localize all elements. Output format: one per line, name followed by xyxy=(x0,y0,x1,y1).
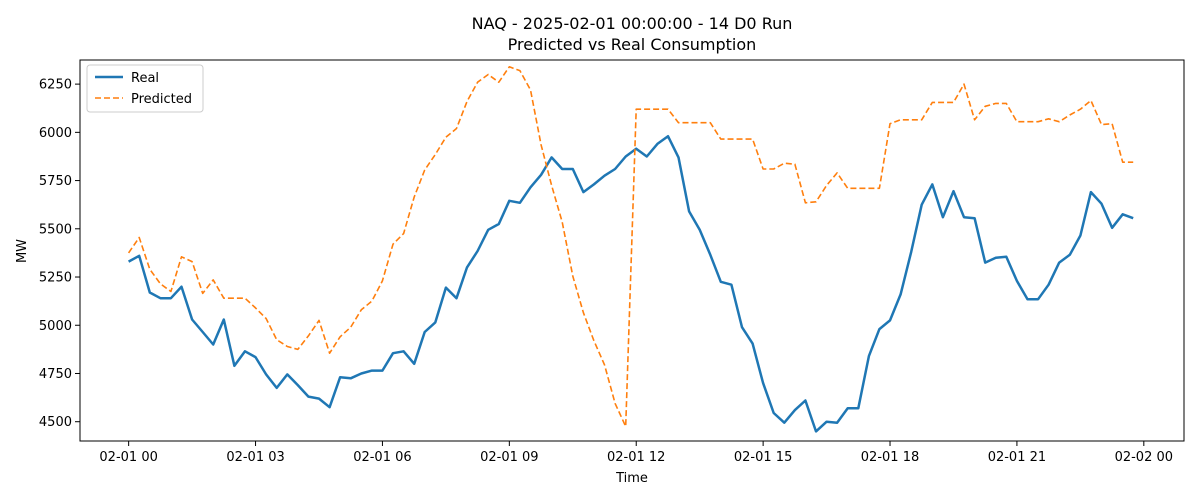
y-tick-label: 4750 xyxy=(39,367,72,382)
legend: Real Predicted xyxy=(86,64,204,113)
series-line-real xyxy=(127,134,1134,433)
x-tick-label: 02-01 06 xyxy=(353,450,411,465)
legend-real-label: Real xyxy=(131,71,159,86)
x-tick-label: 02-01 21 xyxy=(988,450,1046,465)
plot-frame xyxy=(79,59,1185,442)
y-tick-label: 5000 xyxy=(39,319,72,334)
y-tick-label: 6000 xyxy=(39,126,72,141)
x-tick-label: 02-01 15 xyxy=(734,450,792,465)
x-tick-label: 02-01 00 xyxy=(99,450,157,465)
series-layer xyxy=(127,66,1134,433)
x-tick-label: 02-01 03 xyxy=(226,450,284,465)
y-tick-label: 5500 xyxy=(39,222,72,237)
y-tick-label: 6250 xyxy=(39,78,72,93)
y-tick-label: 5750 xyxy=(39,174,72,189)
x-tick-label: 02-01 12 xyxy=(607,450,665,465)
x-tick-label: 02-01 18 xyxy=(861,450,919,465)
y-axis-label: MW xyxy=(15,239,30,263)
x-tick-label: 02-01 09 xyxy=(480,450,538,465)
x-tick-label: 02-02 00 xyxy=(1115,450,1173,465)
chart-title: NAQ - 2025-02-01 00:00:00 - 14 D0 Run xyxy=(472,14,793,33)
legend-predicted-label: Predicted xyxy=(131,92,192,107)
plot-area xyxy=(79,59,1185,442)
chart-subtitle: Predicted vs Real Consumption xyxy=(508,35,757,54)
x-axis: 02-01 00 02-01 03 02-01 06 02-01 09 02-01 12… xyxy=(99,441,1173,465)
y-axis: 4500 4750 5000 5250 5500 5750 6000 6250 xyxy=(39,78,80,430)
series-line-predicted xyxy=(127,66,1134,428)
y-tick-label: 5250 xyxy=(39,271,72,286)
y-tick-label: 4500 xyxy=(39,415,72,430)
x-axis-label: Time xyxy=(615,471,648,486)
